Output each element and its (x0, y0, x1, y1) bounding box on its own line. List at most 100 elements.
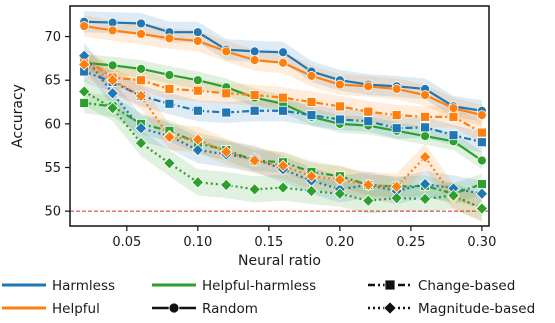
point-harmless-random-2 (136, 18, 146, 29)
point-helpful-random-1 (107, 25, 118, 36)
point-helpful-harmless-magnitude-based-6 (248, 183, 261, 196)
y-axis-ticks: 50 55 60 65 70 (44, 30, 70, 220)
point-helpful-magnitude-based-7 (276, 159, 290, 173)
point-helpful-harmless-magnitude-based-10 (362, 194, 375, 207)
point-helpful-magnitude-based-1 (106, 73, 119, 87)
x-tick-label: 0.20 (325, 235, 354, 250)
y-tick-label: 55 (44, 161, 61, 176)
point-helpful-magnitude-based-9 (333, 173, 347, 186)
point-helpful-change-based-7 (278, 92, 288, 103)
point-helpful-harmless-magnitude-based-0 (77, 85, 91, 98)
point-helpful-change-based-13 (448, 111, 459, 122)
x-tick-label: 0.30 (467, 235, 496, 250)
point-harmless-random-7 (278, 47, 288, 58)
point-helpful-harmless-magnitude-based-1 (106, 101, 119, 115)
point-harmless-change-based-7 (278, 105, 288, 116)
point-harmless-change-based-10 (363, 116, 374, 127)
y-tick-label: 65 (44, 74, 61, 89)
point-helpful-harmless-magnitude-based-12 (418, 192, 432, 206)
legend-label: Magnitude-based (418, 301, 535, 317)
point-harmless-change-based-8 (306, 110, 317, 121)
point-harmless-change-based-9 (334, 114, 345, 125)
point-helpful-magnitude-based-2 (134, 89, 148, 103)
point-harmless-change-based-5 (221, 107, 232, 118)
band-helpful-random (84, 15, 482, 126)
point-harmless-change-based-3 (164, 98, 175, 109)
point-harmless-magnitude-based-4 (191, 143, 205, 157)
band-helpful-magnitude-based (84, 51, 482, 221)
point-helpful-random-7 (278, 57, 288, 68)
point-helpful-random-10 (363, 81, 374, 92)
point-harmless-magnitude-based-14 (475, 187, 489, 200)
y-axis-label: Accuracy (10, 84, 26, 148)
series-markers (77, 16, 489, 215)
line-helpful-magnitude-based (83, 63, 483, 209)
point-helpful-random-8 (306, 70, 317, 81)
legend-label: Harmless (52, 278, 115, 294)
legend-label: Helpful (52, 301, 100, 317)
line-helpful-harmless-magnitude-based (83, 90, 483, 210)
point-helpful-random-14 (476, 110, 487, 121)
y-tick-label: 60 (44, 117, 61, 132)
legend-item-helpful-harmless: Helpful-harmless (152, 278, 316, 294)
y-tick-label: 70 (44, 30, 61, 45)
band-helpful-harmless-change-based (84, 92, 482, 205)
point-helpful-magnitude-based-8 (305, 169, 318, 183)
point-helpful-change-based-14 (476, 127, 487, 138)
legend-item-helpful: Helpful (2, 301, 100, 317)
x-tick-label: 0.10 (183, 235, 212, 250)
point-helpful-change-based-4 (192, 85, 203, 96)
point-harmless-change-based-12 (420, 122, 430, 133)
legend-item-harmless: Harmless (2, 278, 115, 294)
x-axis-label: Neural ratio (238, 253, 321, 269)
point-helpful-harmless-magnitude-based-8 (305, 184, 318, 198)
point-helpful-random-13 (448, 103, 459, 114)
x-tick-label: 0.15 (254, 235, 283, 250)
point-helpful-random-9 (334, 79, 345, 90)
point-harmless-random-4 (192, 27, 203, 38)
legend-item-change-based: Change-based (368, 278, 515, 294)
point-helpful-harmless-magnitude-based-5 (219, 178, 233, 192)
point-harmless-change-based-4 (192, 105, 203, 116)
point-helpful-random-12 (420, 90, 430, 100)
point-harmless-change-based-14 (476, 137, 487, 148)
point-helpful-magnitude-based-0 (77, 58, 91, 71)
point-helpful-change-based-8 (306, 97, 317, 107)
point-harmless-change-based-11 (391, 123, 402, 134)
point-helpful-magnitude-based-6 (248, 154, 261, 167)
point-harmless-magnitude-based-12 (418, 177, 432, 191)
point-helpful-random-2 (136, 29, 146, 39)
point-helpful-harmless-random-4 (192, 75, 203, 86)
point-helpful-change-based-11 (391, 110, 402, 121)
x-tick-label: 0.25 (396, 235, 425, 250)
point-helpful-harmless-change-based-0 (79, 98, 90, 108)
point-helpful-random-0 (79, 21, 90, 31)
point-harmless-change-based-6 (249, 105, 260, 116)
band-helpful-harmless-magnitude-based (84, 78, 482, 222)
point-helpful-magnitude-based-12 (418, 150, 432, 164)
point-helpful-change-based-5 (221, 88, 232, 99)
point-helpful-harmless-magnitude-based-7 (276, 181, 290, 194)
point-helpful-harmless-magnitude-based-4 (191, 176, 205, 189)
point-helpful-harmless-random-12 (420, 131, 430, 141)
point-helpful-random-4 (192, 36, 203, 46)
point-helpful-magnitude-based-5 (219, 145, 233, 159)
point-harmless-random-6 (249, 46, 260, 57)
legend-label: Random (202, 301, 258, 317)
point-helpful-harmless-magnitude-based-2 (134, 136, 148, 150)
point-harmless-magnitude-based-2 (134, 121, 148, 135)
point-helpful-change-based-2 (136, 75, 146, 86)
point-harmless-magnitude-based-1 (106, 87, 119, 100)
legend: Harmless Helpful Helpful-harmless Random Cha… (2, 278, 535, 317)
point-helpful-harmless-change-based-14 (476, 179, 487, 189)
point-helpful-change-based-6 (249, 90, 260, 100)
point-helpful-magnitude-based-10 (362, 178, 375, 192)
legend-item-random: Random (152, 301, 258, 317)
legend-item-magnitude-based: Magnitude-based (368, 301, 535, 317)
point-helpful-random-11 (391, 84, 402, 94)
legend-marker (168, 302, 180, 314)
y-tick-label: 50 (44, 205, 61, 220)
x-axis-ticks: 0.05 0.10 0.15 0.20 0.25 0.30 (112, 226, 496, 250)
plot-frame (69, 5, 490, 227)
